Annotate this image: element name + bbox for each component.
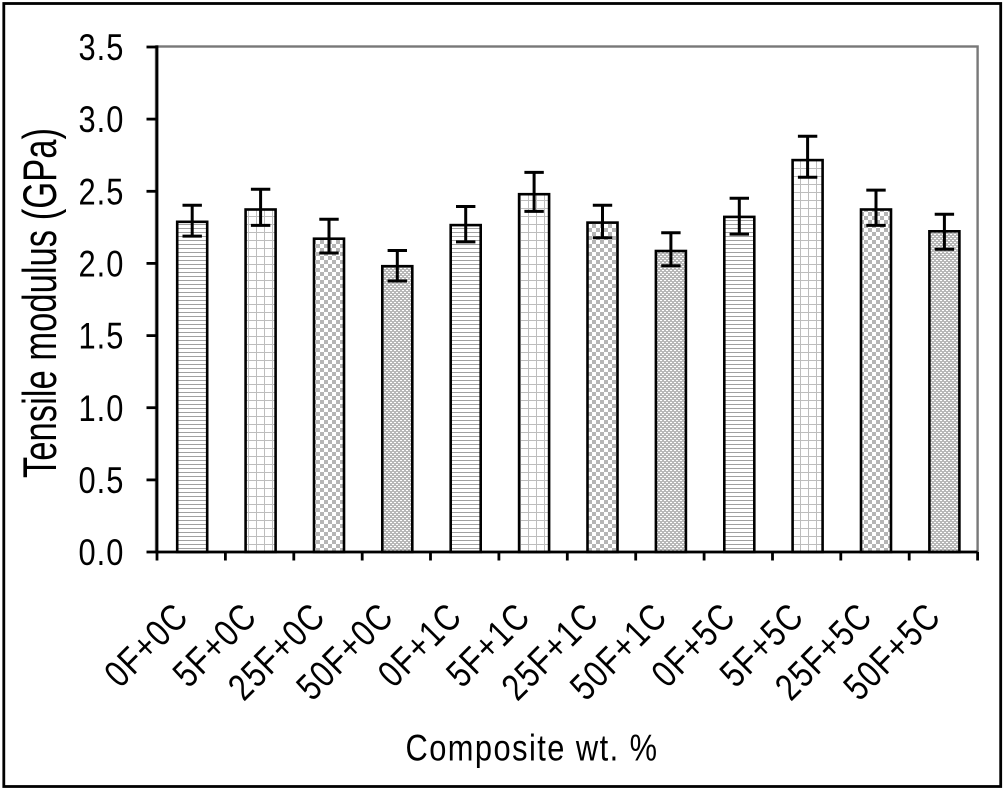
svg-text:0.5: 0.5 <box>78 460 124 502</box>
svg-text:1.0: 1.0 <box>78 388 124 430</box>
svg-text:3.0: 3.0 <box>78 99 124 141</box>
svg-text:1.5: 1.5 <box>78 316 124 358</box>
svg-text:2.5: 2.5 <box>78 172 124 214</box>
svg-text:3.5: 3.5 <box>78 27 124 69</box>
svg-text:0.0: 0.0 <box>78 532 124 574</box>
svg-text:2.0: 2.0 <box>78 244 124 286</box>
svg-text:Tensile modulus (GPa): Tensile modulus (GPa) <box>14 128 66 478</box>
svg-text:Composite wt. %: Composite wt. % <box>405 728 658 770</box>
